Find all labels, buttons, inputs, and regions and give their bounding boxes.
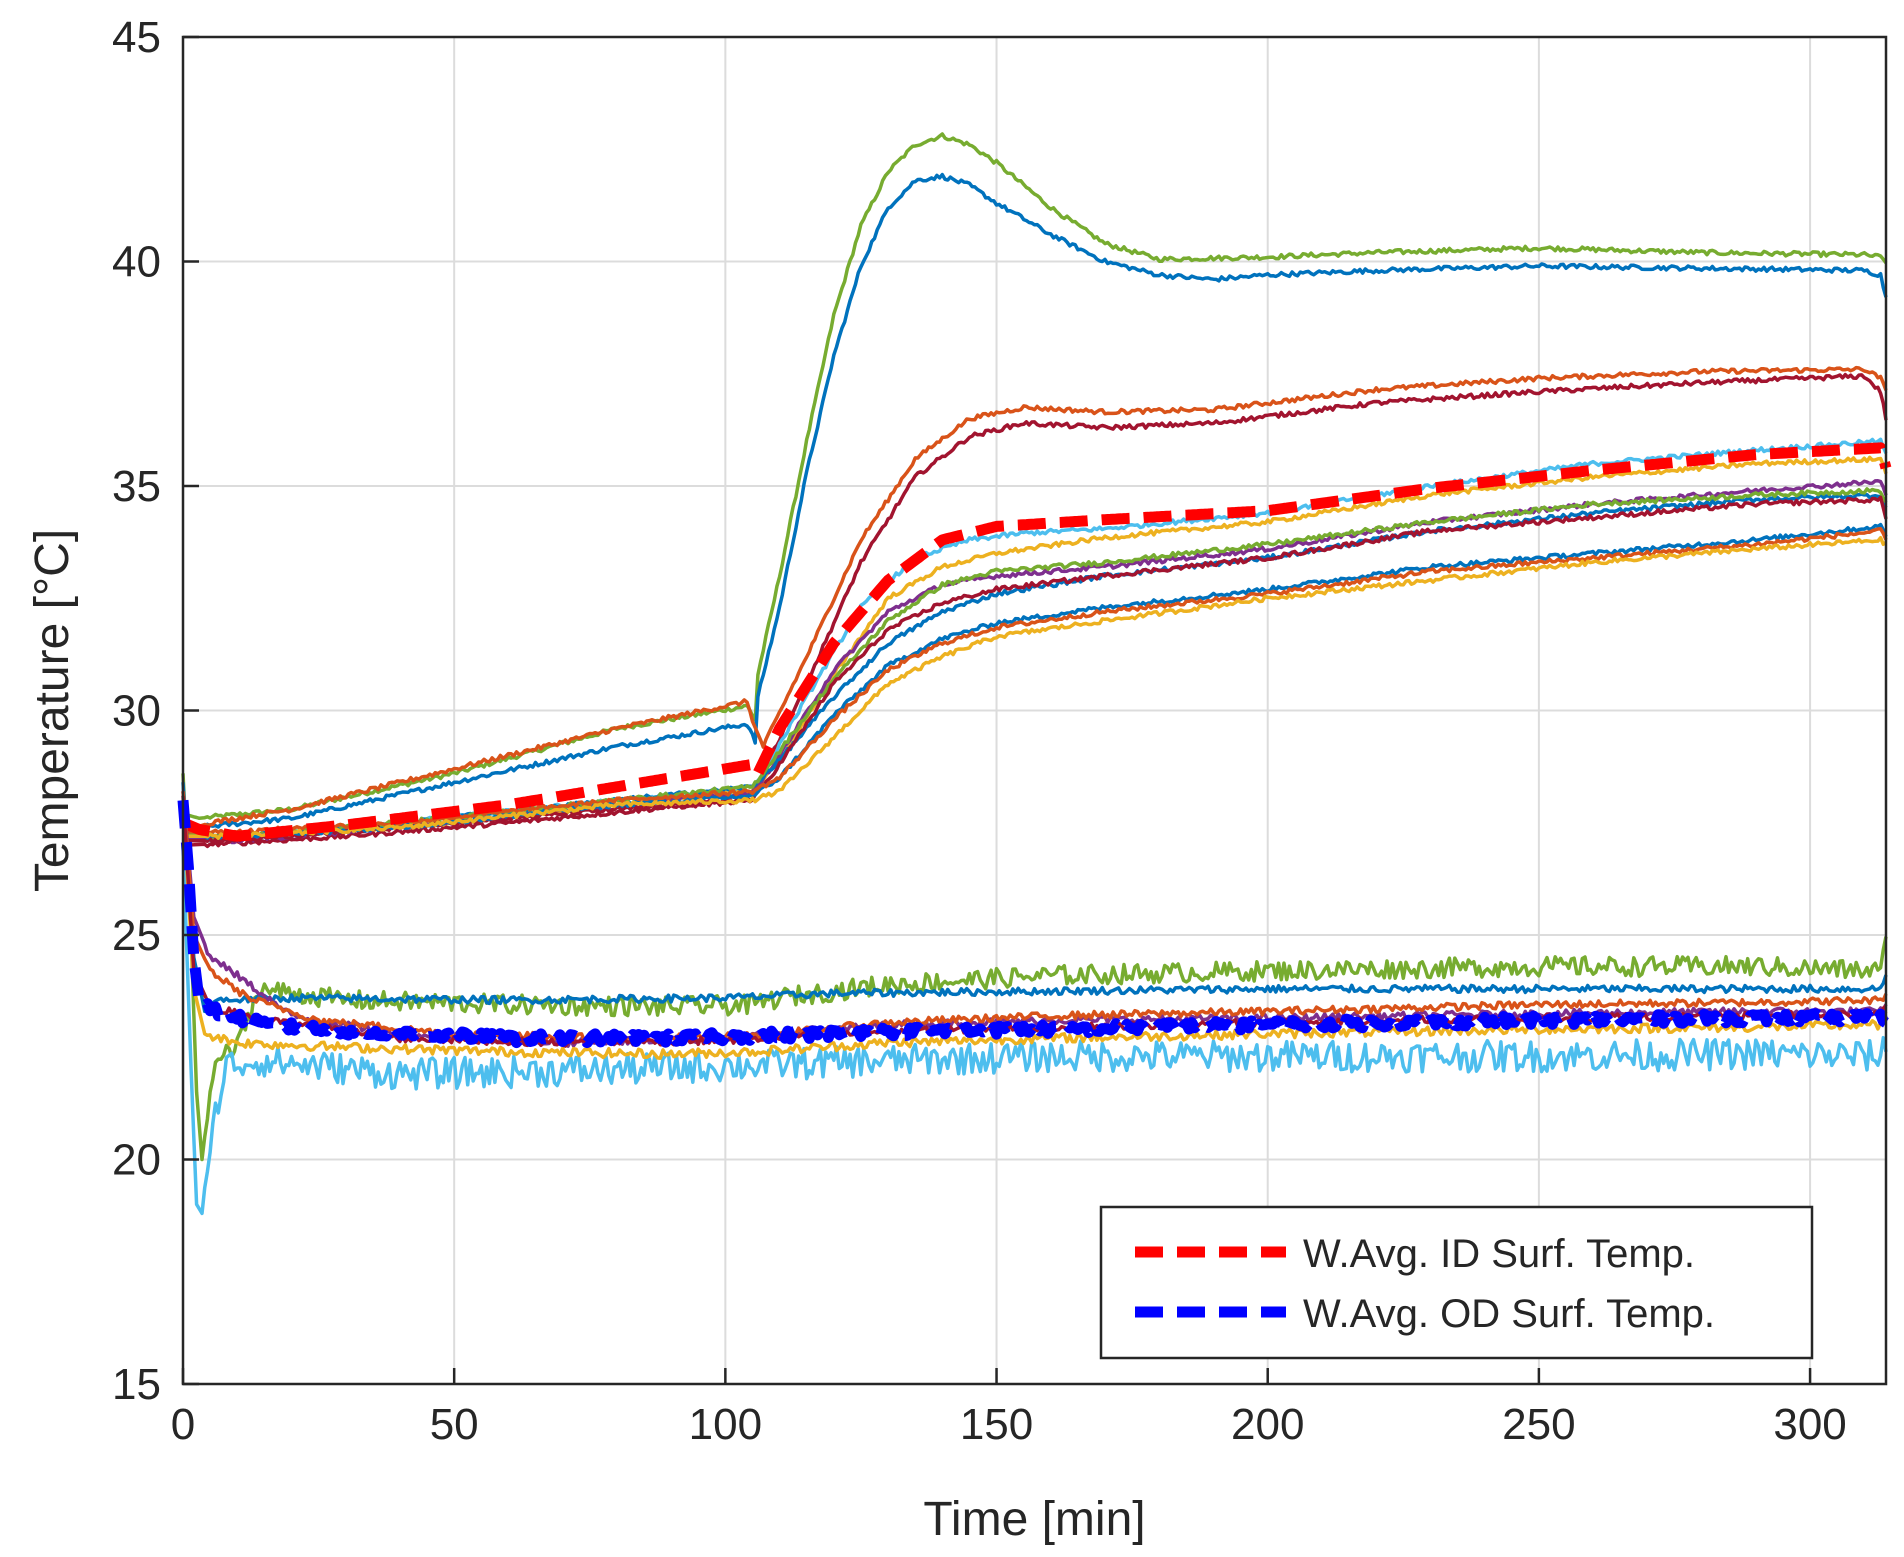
y-tick-label: 15 [112, 1360, 161, 1409]
y-axis-label: Temperature [°C] [26, 529, 79, 892]
y-tick-label: 25 [112, 911, 161, 960]
series-line-16 [181, 845, 1888, 1216]
series-line-15 [181, 773, 1888, 1162]
grid-lines [183, 37, 1886, 1384]
series-line-22 [177, 799, 1889, 1049]
legend-label: W.Avg. ID Surf. Temp. [1303, 1232, 1695, 1276]
x-tick-label: 150 [960, 1400, 1033, 1449]
x-tick-label: 100 [689, 1400, 762, 1449]
series-line-13 [183, 535, 1888, 840]
series-line-20 [181, 800, 1888, 1060]
y-tick-label: 45 [112, 13, 161, 62]
data-series [177, 132, 1892, 1216]
x-tick-label: 200 [1231, 1400, 1304, 1449]
y-tick-label: 30 [112, 687, 161, 736]
legend-label: W.Avg. OD Surf. Temp. [1303, 1292, 1715, 1336]
axis-ticks: 0 50 100 150 200 250 300 15 20 25 30 35 40 45 [112, 13, 1847, 1449]
y-tick-label: 20 [112, 1136, 161, 1185]
series-line-1 [182, 132, 1888, 821]
legend-box [1099, 1205, 1814, 1360]
series-line-2 [182, 172, 1888, 829]
legend: W.Avg. ID Surf. Temp. W.Avg. OD Surf. Tem… [1099, 1205, 1814, 1360]
y-tick-label: 35 [112, 462, 161, 511]
x-tick-label: 250 [1502, 1400, 1575, 1449]
x-tick-label: 300 [1773, 1400, 1846, 1449]
x-axis-label: Time [min] [923, 1493, 1145, 1546]
series-line-17 [181, 782, 1888, 1014]
series-line-12 [183, 526, 1888, 836]
series-line-14 [180, 442, 1892, 842]
x-tick-label: 50 [430, 1400, 479, 1449]
x-tick-label: 0 [171, 1400, 195, 1449]
y-tick-label: 40 [112, 238, 161, 287]
series-line-3 [182, 365, 1888, 834]
